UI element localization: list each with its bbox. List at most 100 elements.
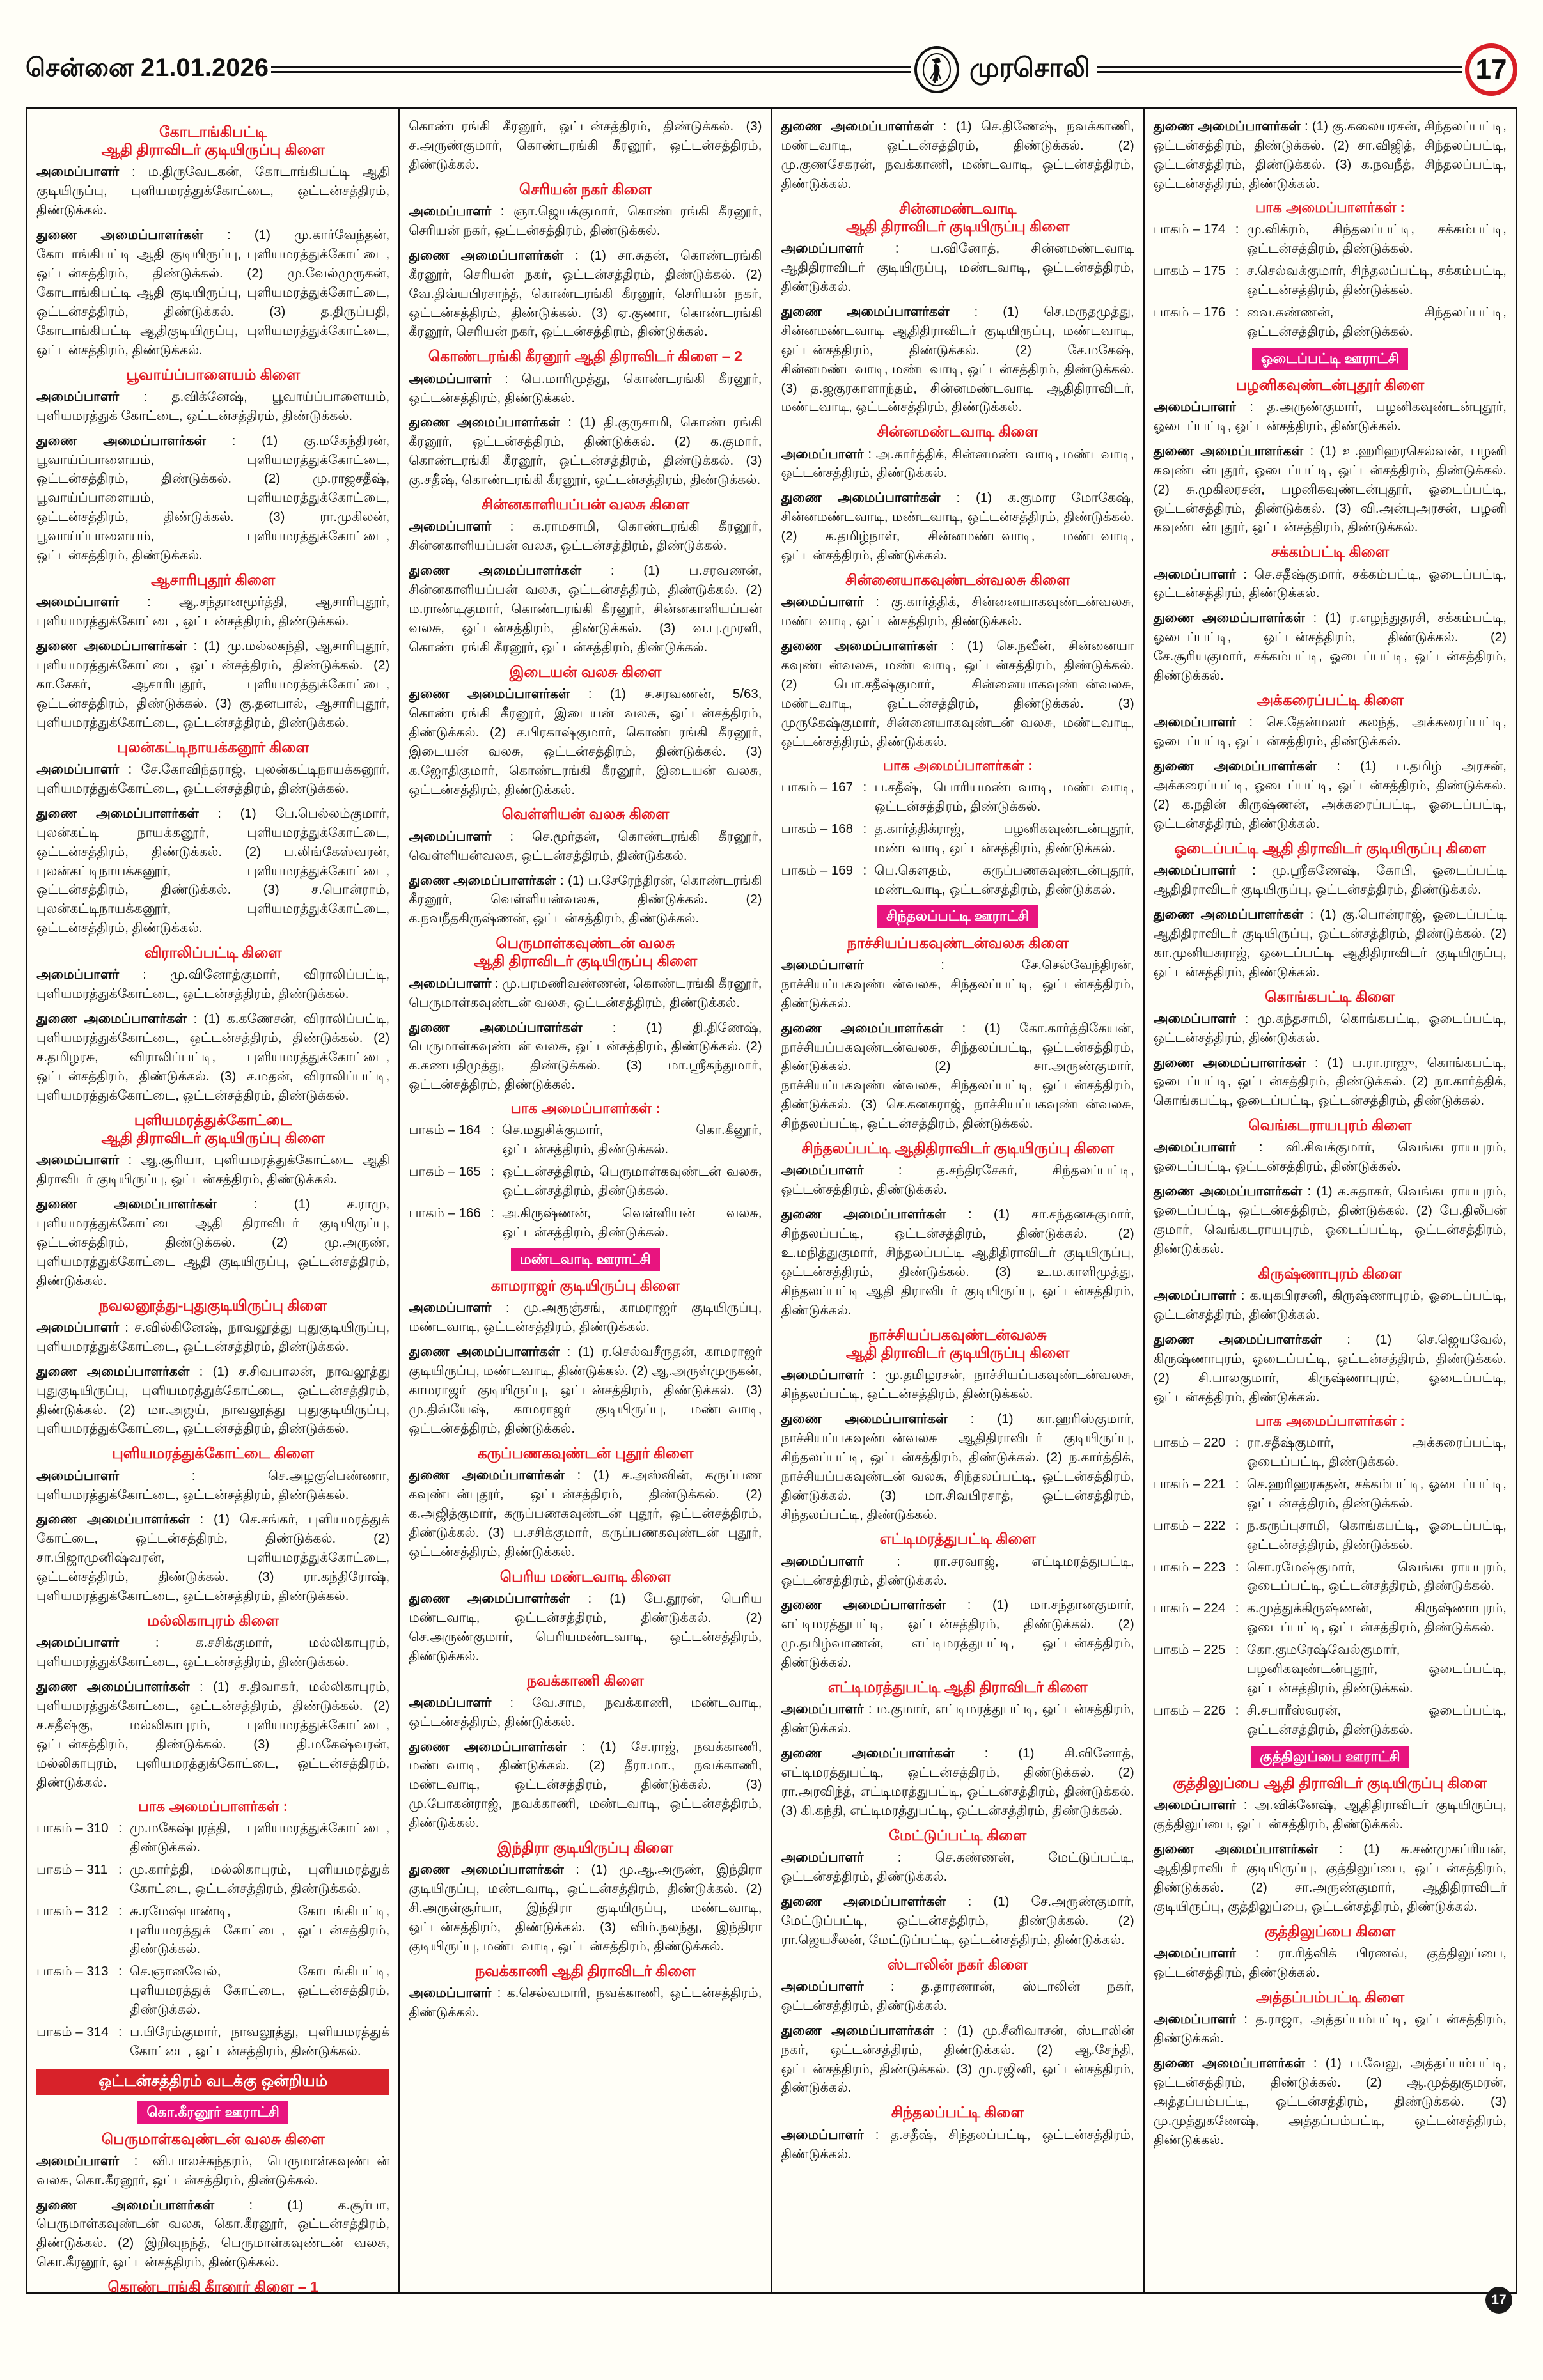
branch-heading: ஆசாரிபுதூர் கிளை — [151, 572, 276, 589]
entry-text: : பெ.மாரிமுத்து, கொண்டரங்கி கீரனூர், ஒட்… — [409, 371, 762, 405]
organizer-entry: துணை அமைப்பாளர்கள் : (1) ச.அஸ்வின், கருப… — [409, 1466, 762, 1562]
part-number: பாகம் – 220 — [1153, 1435, 1226, 1451]
part-organizer-row: பாகம் – 310: மு.மகேஷ்புரத்தி, புளியமரத்து… — [36, 1819, 389, 1857]
branch-heading: வெங்கடராயபுரம் கிளை — [1248, 1117, 1412, 1134]
entry-text: : (1) ச.திவாகர், மல்லிகாபுரம், புளியமரத்… — [36, 1679, 390, 1790]
part-number: பாகம் – 225 — [1153, 1642, 1226, 1658]
organizer-entry: துணை அமைப்பாளர்கள் : (1) ர.செல்வசீருதன்,… — [409, 1342, 762, 1438]
column-4: துணை அமைப்பாளர்கள் : (1) கு.கலையரசன், சி… — [1145, 109, 1516, 2292]
branch-heading: நவக்காணி கிளை — [527, 1672, 644, 1689]
part-number: பாகம் – 175 — [1153, 263, 1226, 278]
entry-label: துணை அமைப்பாளர்கள் — [36, 1197, 217, 1212]
organizer-entry: துணை அமைப்பாளர்கள் : (1) தி.திணேஷ், பெரு… — [409, 1018, 762, 1095]
entry-text: : (1) பே.தூரன், பெரிய மண்டவாடி, ஒட்டன்சத… — [409, 1591, 762, 1663]
entry-label: துணை அமைப்பாளர்கள் — [781, 1207, 946, 1222]
masthead-rule-left — [271, 66, 911, 74]
organizer-entry: துணை அமைப்பாளர்கள் : (1) செ.நவீன், சின்ன… — [781, 637, 1134, 752]
panchayat-heading-bar: மண்டவாடி ஊராட்சி — [511, 1248, 660, 1272]
part-organizer-row: பாகம் – 166: அ.கிருஷ்ணன், வெள்ளியன் வலசு,… — [409, 1204, 762, 1242]
entry-label: அமைப்பாளர் — [409, 371, 492, 386]
entry-text: : (1) ச.சரவணன், 5/63, கொண்டரங்கி கீரனூர்… — [409, 686, 762, 797]
part-colon: : — [863, 779, 867, 795]
part-organizer-name: மு.கார்த்தி, மல்லிகாபுரம், புளியமரத்துக்… — [130, 1862, 390, 1896]
organizer-entry: துணை அமைப்பாளர்கள் : (1) சி.வினோத், எட்ட… — [781, 1744, 1134, 1821]
part-colon: : — [1235, 263, 1239, 278]
entry-label: அமைப்பாளர் — [781, 1702, 864, 1717]
part-organizers-label: பாக அமைப்பாளர்கள் : — [138, 1798, 288, 1814]
entry-label: அமைப்பாளர் — [781, 1367, 864, 1383]
organizer-entry: துணை அமைப்பாளர்கள் : (1) ச.சிவபாலன், நாவ… — [36, 1362, 389, 1439]
organizer-entry: அமைப்பாளர் : செ.தேன்மலர் கலந்த், அக்கரைப… — [1154, 713, 1507, 751]
part-number: பாகம் – 312 — [36, 1903, 109, 1918]
entry-text: : (1) கு.கலையரசன், சிந்தலப்பட்டி, ஒட்டன்… — [1153, 119, 1507, 191]
entry-text: : கு.கார்த்திக், சின்னையாகவுண்டன்வலசு, ம… — [781, 595, 1134, 629]
entry-label: அமைப்பாளர் — [781, 1850, 864, 1865]
entry-text: : ம.திருவேடகன், கோடாங்கிபட்டி ஆதி குடியி… — [36, 164, 390, 218]
entry-text: : ஆ.சந்தானமூர்த்தி, ஆசாரிபுதூர், புளியமர… — [36, 595, 390, 629]
entry-text: : (1) க.சுதாகர், வெங்கடராயபுரம், ஓடைப்பட… — [1153, 1184, 1507, 1257]
entry-label: துணை அமைப்பாளர்கள் — [781, 490, 941, 506]
entry-text: : (1) மு.கார்வேந்தன், கோடாங்கிபட்டி ஆதி … — [36, 228, 390, 357]
branch-heading: பெருமாள்கவுண்டன் வலசு ஆதி திராவிடர் குடிய… — [473, 935, 698, 970]
entry-label: அமைப்பாளர் — [1153, 2011, 1236, 2026]
entry-text: : (1) சா.சந்தனசுகுமார், சிந்தலப்பட்டி, ஒ… — [781, 1207, 1134, 1318]
part-organizer-row: பாகம் – 176: வை.கண்ணன், சிந்தலப்பட்டி, ஒட… — [1154, 303, 1507, 341]
entry-label: அமைப்பாளர் — [409, 976, 492, 991]
entry-label: அமைப்பாளர் — [36, 1319, 120, 1335]
part-colon: : — [1235, 1559, 1239, 1575]
branch-heading: இடையன் வலசு கிளை — [509, 663, 662, 680]
branch-heading: நவலனூத்து-புதுகுடியிருப்பு கிளை — [98, 1296, 327, 1314]
entry-label: துணை அமைப்பாளர்கள் — [409, 415, 560, 430]
branch-heading: கொண்டரங்கி கீரனூர் கிளை – 1 — [107, 2278, 318, 2292]
part-organizer-name: அ.கிருஷ்ணன், வெள்ளியன் வலசு, ஒட்டன்சத்தி… — [502, 1206, 762, 1240]
part-organizer-row: பாகம் – 221: செ.ஹரிஹரசுதன், சக்கம்பட்டி, … — [1154, 1475, 1507, 1513]
entry-label: அமைப்பாளர் — [781, 957, 864, 972]
organizer-entry: அமைப்பாளர் : வி.பாலச்சுந்தரம், பெருமாள்க… — [36, 2152, 389, 2190]
organizer-entry: அமைப்பாளர் : மு.கந்தசாமி, கொங்கபட்டி, ஓட… — [1154, 1009, 1507, 1048]
entry-text: : (1) ச.அஸ்வின், கருப்பண கவுண்டன்புதூர்,… — [409, 1468, 762, 1559]
panchayat-heading-bar: கொ.கீரனூர் ஊராட்சி — [137, 2101, 288, 2124]
part-organizer-name: க.முத்துக்கிருஷ்ணன், கிருஷ்ணாபுரம், ஓடைப… — [1246, 1601, 1507, 1635]
organizer-entry: துணை அமைப்பாளர்கள் : (1) கு.மகேந்திரன், … — [36, 432, 389, 565]
organizer-entry: துணை அமைப்பாளர்கள் : (1) மு.கார்வேந்தன்,… — [36, 226, 389, 359]
entry-text: : (1) க.கணேசன், விராலிப்பட்டி, புளியமரத்… — [36, 1011, 390, 1103]
part-number: பாகம் – 165 — [409, 1164, 481, 1179]
organizer-entry: துணை அமைப்பாளர்கள் : (1) மு.ஆ.அருண், இந்… — [409, 1860, 762, 1956]
part-colon: : — [118, 1820, 122, 1835]
entry-text: : செ.சதீஷ்குமார், சக்கம்பட்டி, ஓடைப்பட்ட… — [1153, 566, 1507, 601]
organizer-entry: துணை அமைப்பாளர்கள் : (1) ச.சரவணன், 5/63,… — [409, 685, 762, 800]
branch-heading: ஸ்டாலின் நகர் கிளை — [888, 1956, 1028, 1973]
entry-label: துணை அமைப்பாளர்கள் — [409, 1862, 564, 1878]
entry-text: : (1) மு.ஆ.அருண், இந்திரா குடியிருப்பு, … — [409, 1862, 762, 1954]
organizer-entry: துணை அமைப்பாளர்கள் : (1) பே.தூரன், பெரிய… — [409, 1589, 762, 1666]
part-number: பாகம் – 226 — [1153, 1703, 1226, 1718]
footer-page-badge: 17 — [1485, 2287, 1512, 2314]
branch-heading: கருப்பணகவுண்டன் புதூர் கிளை — [477, 1444, 694, 1461]
entry-text: : ச.வில்கினேஷ், நாவலூத்து புதுகுடியிருப்… — [36, 1319, 390, 1354]
entry-text: : (1) செ.ஜெயவேல், கிருஷ்ணாபுரம், ஓடைப்பட… — [1153, 1332, 1507, 1404]
entry-text: : க.ராமசாமி, கொண்டரங்கி கீரனூர், சின்னகா… — [409, 519, 762, 554]
part-number: பாகம் – 224 — [1153, 1601, 1226, 1616]
entry-label: அமைப்பாளர் — [409, 203, 492, 219]
entry-label: துணை அமைப்பாளர்கள் — [781, 639, 938, 654]
entry-text: : (1) கு.பொன்ராஜ், ஓடைப்பட்டி ஆதிதிராவிட… — [1153, 906, 1507, 979]
organizer-entry: அமைப்பாளர் : த.அருண்குமார், பழனிகவுண்டன்… — [1154, 398, 1507, 436]
entry-text: : (1) க.சூர்பா, பெருமாள்கவுண்டன் வலசு, க… — [36, 2197, 390, 2270]
branch-heading: இந்திரா குடியிருப்பு கிளை — [497, 1839, 673, 1856]
organizer-entry: துணை அமைப்பாளர்கள் : (1) சா.சுதன், கொண்ட… — [409, 246, 762, 342]
organizer-entry: துணை அமைப்பாளர்கள் : (1) சே.அருண்குமார்,… — [781, 1892, 1134, 1950]
organizer-entry: துணை அமைப்பாளர்கள் : (1) செ.சங்கர், புளி… — [36, 1510, 389, 1606]
part-organizer-name: கோ.குமரேஷ்வேல்குமார், பழனிகவுண்டன்புதூர்… — [1246, 1642, 1507, 1696]
entry-text: : மு.அரூஞ்சங், காமராஜர் குடியிருப்பு, மண… — [409, 1300, 762, 1335]
branch-heading: பெருமாள்கவுண்டன் வலசு கிளை — [101, 2130, 325, 2147]
entry-text: : செ.தேன்மலர் கலந்த், அக்கரைப்பட்டி, ஓடை… — [1153, 715, 1507, 749]
branch-heading: சின்னையாகவுண்டன்வலசு கிளை — [845, 572, 1070, 589]
part-organizer-name: ப.சதீஷ், பொரியமண்டவாடி, மண்டவாடி, ஒட்டன்… — [874, 779, 1134, 814]
part-number: பாகம் – 222 — [1153, 1518, 1226, 1533]
entry-label: துணை அமைப்பாளர்கள் — [1153, 119, 1301, 134]
entry-label: அமைப்பாளர் — [36, 967, 120, 983]
organizer-entry: துணை அமைப்பாளர்கள் : (1) மா.சந்தானகுமார்… — [781, 1596, 1134, 1672]
entry-text: : (1) ர.செல்வசீருதன், காமராஜர் குடியிருப… — [409, 1344, 762, 1436]
entry-label: துணை அமைப்பாளர்கள் — [409, 873, 556, 888]
